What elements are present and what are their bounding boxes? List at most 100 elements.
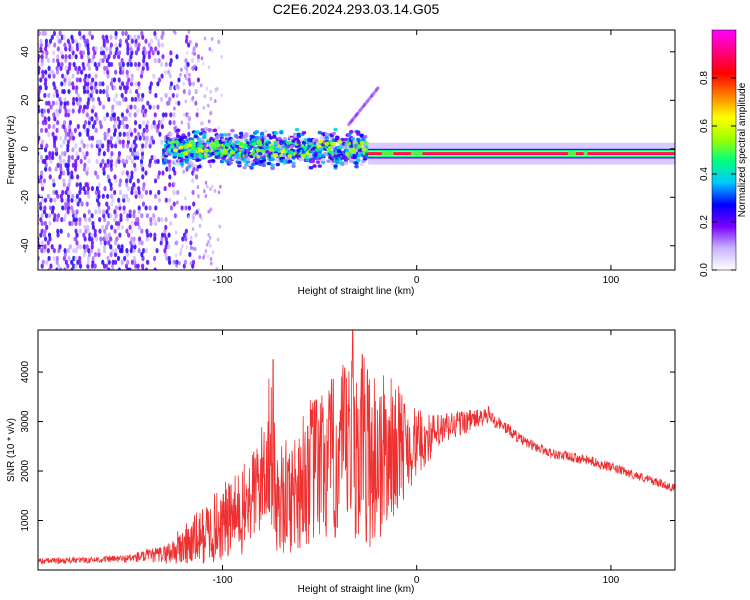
spectrogram-cell [50, 69, 55, 75]
spectrogram-cell [287, 159, 293, 164]
spectrogram-cell [189, 245, 193, 250]
spectrogram-cell [52, 112, 56, 118]
spectrogram-cell [62, 158, 66, 164]
spectrogram-cell [167, 166, 172, 172]
spectrogram-cell [137, 248, 141, 254]
spectrogram-cell [44, 69, 48, 75]
spectrogram-cell [318, 139, 324, 144]
spectrogram-cell [138, 236, 142, 242]
spectrogram-cell [122, 162, 127, 168]
spectrogram-cell [55, 216, 59, 223]
spectrogram-cell [117, 267, 121, 270]
spectrogram-cell [130, 77, 134, 83]
spectrogram-cell [221, 138, 226, 142]
spectrogram-cell [59, 50, 63, 56]
spectrogram-cell [321, 157, 326, 162]
spectrogram-cell [209, 243, 212, 248]
spectrogram-cell [98, 81, 102, 87]
spectrogram-cell [316, 144, 322, 149]
spectrogram-cell [48, 205, 53, 211]
spectrogram-cell [263, 135, 268, 139]
spectrogram-cell [164, 224, 168, 230]
spectrogram-cell [123, 123, 127, 130]
spectrogram-cell [164, 112, 168, 118]
spectrogram-cell [141, 143, 145, 149]
spectrogram-cell [303, 138, 309, 142]
spectrogram-cell [134, 189, 138, 196]
spectrogram-cell [153, 154, 157, 161]
spectrogram-cell [105, 112, 109, 118]
spectrogram-cell [101, 193, 105, 199]
spectrogram-cell [39, 232, 43, 238]
spectrogram-cell [280, 148, 286, 153]
spectrogram-cell [71, 162, 75, 168]
spectrogram-cell [74, 38, 78, 44]
spectrogram-cell [251, 138, 256, 142]
spectrogram-cell [156, 158, 160, 164]
spectrogram-cell [110, 224, 114, 230]
spectrogram-cell [159, 120, 163, 126]
spectrogram-cell [161, 30, 165, 36]
spectrogram-cell [343, 137, 349, 142]
spectrogram-cell [121, 69, 125, 75]
spectrogram-cell [56, 120, 60, 126]
spectrogram-cell [71, 108, 75, 114]
spectrogram-signal-band [368, 152, 675, 155]
spectrogram-cell [173, 260, 177, 265]
spectrogram-cell [64, 259, 68, 265]
spectrogram-cell [159, 96, 164, 102]
spectrogram-cell [153, 178, 158, 184]
spectrogram-cell [312, 164, 317, 168]
spectrogram-cell [140, 251, 144, 258]
spectrogram-cell [92, 104, 96, 110]
spectrogram-cell [91, 224, 95, 230]
spectrogram-cell [333, 154, 338, 159]
spectrogram-cell [66, 69, 70, 75]
spectrogram-cell [187, 131, 191, 137]
spectrogram-cell [87, 248, 91, 254]
spectrogram-cell [187, 42, 191, 48]
spectrogram-cell [56, 228, 60, 234]
spectrogram-cell [198, 144, 204, 149]
spectrogram-cell [67, 65, 71, 71]
spectrogram-cell [146, 259, 150, 265]
spectrogram-cell [147, 54, 151, 60]
spectrogram-cell [114, 240, 118, 246]
spectrogram-cell [98, 57, 103, 64]
spectrogram-cell [45, 143, 49, 149]
spectrogram-cell [118, 38, 123, 44]
spectrogram-cell [40, 170, 44, 176]
spectrogram-cell [268, 136, 274, 140]
spectrogram-cell [117, 197, 121, 203]
spectrogram-cell [105, 209, 109, 215]
colorbar-scale [711, 29, 737, 271]
spectrogram-cell [78, 131, 82, 137]
spectrogram-cell [109, 61, 114, 68]
spectrogram-cell [60, 216, 64, 223]
spectrogram-cell [86, 263, 90, 269]
spectrogram-cell [91, 77, 95, 83]
spectrogram-cell [87, 73, 91, 79]
spectrogram-cell [178, 261, 181, 266]
spectrogram-cell [53, 197, 57, 203]
spectrogram-cell [176, 128, 181, 133]
snr-y-tick-label: 2000 [20, 459, 31, 482]
spectrogram-cell [364, 141, 370, 146]
spectrogram-cell [63, 151, 67, 157]
spectrogram-cell [157, 170, 161, 176]
spectrogram-cell [93, 120, 97, 126]
spectrogram-cell [114, 34, 118, 40]
spectrogram-x-axis-label: Height of straight line (km) [298, 286, 415, 297]
spectrogram-cell [85, 77, 89, 83]
spectrogram-cell [75, 151, 79, 157]
spectrogram-cell [183, 259, 188, 265]
spectrogram-cell [70, 205, 74, 211]
spectrogram-cell [44, 213, 49, 219]
spectrogram-cell [125, 170, 129, 176]
spectrogram-cell [106, 143, 110, 149]
spectrogram-cell [146, 120, 150, 126]
spectrogram-cell [43, 81, 47, 87]
spectrogram-cell [237, 161, 242, 165]
spectrogram-y-tick-label: -20 [20, 190, 31, 205]
spectrogram-cell [110, 193, 114, 199]
